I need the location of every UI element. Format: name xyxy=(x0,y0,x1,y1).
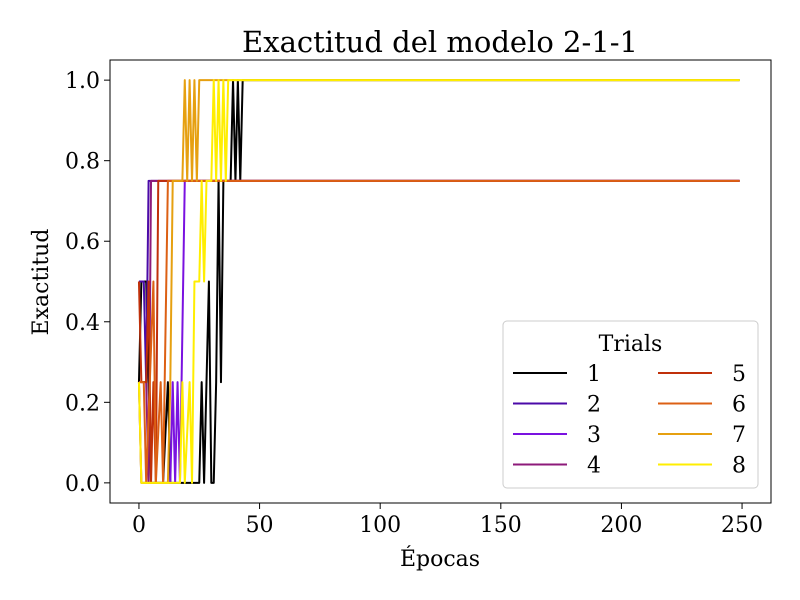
series-lines xyxy=(137,79,740,484)
legend-label-3: 3 xyxy=(587,423,601,448)
x-tick-label: 0 xyxy=(132,513,146,538)
axes-frame xyxy=(109,59,772,504)
y-tick-label: 0.6 xyxy=(65,230,100,255)
legend: Trials 1 2 3 4 5 6 7 8 xyxy=(502,320,759,489)
x-tick-label: 200 xyxy=(600,513,642,538)
legend-label-6: 6 xyxy=(732,393,746,418)
series-line-8 xyxy=(137,79,740,484)
legend-label-8: 8 xyxy=(732,454,746,479)
chart-title: Exactitud del modelo 2-1-1 xyxy=(242,25,638,59)
legend-label-1: 1 xyxy=(587,362,601,387)
y-tick-label: 0.8 xyxy=(65,150,100,175)
y-tick-label: 0.0 xyxy=(65,472,100,497)
legend-title: Trials xyxy=(599,332,663,357)
x-tick-label: 250 xyxy=(721,513,763,538)
x-tick-label: 50 xyxy=(246,513,274,538)
legend-box xyxy=(502,320,759,489)
x-axis-label: Épocas xyxy=(400,545,480,572)
y-tick-label: 1.0 xyxy=(65,69,100,94)
y-tick-label: 0.2 xyxy=(65,391,100,416)
legend-label-5: 5 xyxy=(732,362,746,387)
legend-label-7: 7 xyxy=(732,423,746,448)
series-line-7 xyxy=(137,79,740,484)
x-tick-label: 150 xyxy=(480,513,522,538)
legend-label-2: 2 xyxy=(587,393,601,418)
y-axis-label: Exactitud xyxy=(29,229,54,336)
legend-label-4: 4 xyxy=(587,454,601,479)
plot-area: 0 50 100 150 200 250 0.0 0.2 0.4 0.6 0.8 1.0 xyxy=(65,59,772,538)
y-tick-label: 0.4 xyxy=(65,311,100,336)
x-tick-label: 100 xyxy=(359,513,401,538)
